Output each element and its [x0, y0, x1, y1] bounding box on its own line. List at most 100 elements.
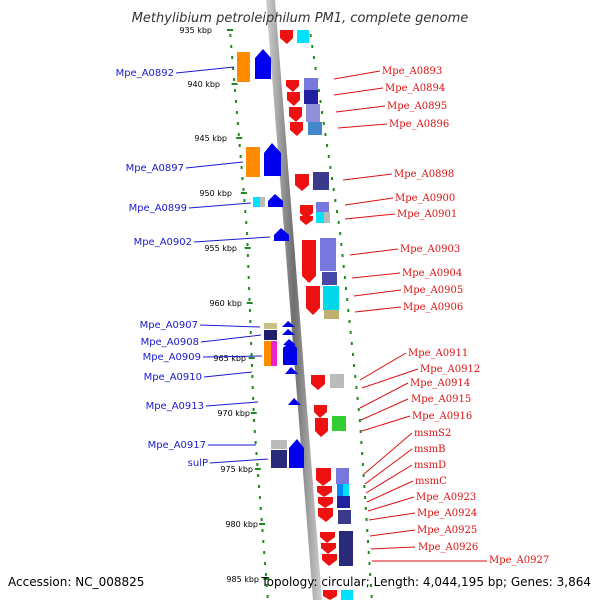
gene-label[interactable]: Mpe_A0900: [395, 193, 455, 204]
gene-block[interactable]: [337, 484, 343, 496]
gene-block[interactable]: [324, 310, 339, 319]
gene-block[interactable]: [271, 450, 287, 468]
gene-label[interactable]: Mpe_A0896: [389, 119, 449, 130]
gene-label[interactable]: Mpe_A0904: [402, 268, 462, 279]
gene-block[interactable]: [304, 90, 318, 104]
gene-label[interactable]: Mpe_A0908: [141, 337, 199, 348]
gene-block[interactable]: [339, 531, 353, 566]
gene-block[interactable]: [271, 440, 287, 449]
gene-arrow[interactable]: [286, 80, 299, 92]
gene-label[interactable]: Mpe_A0901: [397, 209, 457, 220]
gene-label[interactable]: msmB: [414, 444, 445, 455]
gene-label[interactable]: msmD: [414, 460, 446, 471]
gene-block[interactable]: [320, 238, 336, 271]
gene-block[interactable]: [343, 484, 349, 496]
gene-label[interactable]: Mpe_A0894: [385, 83, 445, 94]
gene-label[interactable]: Mpe_A0893: [382, 66, 442, 77]
gene-block[interactable]: [337, 496, 350, 508]
gene-label[interactable]: Mpe_A0926: [418, 542, 478, 553]
gene-arrow[interactable]: [282, 321, 295, 327]
gene-block[interactable]: [264, 323, 277, 329]
gene-block[interactable]: [304, 78, 318, 90]
gene-block[interactable]: [246, 147, 260, 177]
gene-label[interactable]: msmS2: [414, 428, 451, 439]
gene-block[interactable]: [323, 286, 339, 310]
gene-arrow[interactable]: [315, 418, 328, 437]
gene-label[interactable]: Mpe_A0902: [134, 237, 192, 248]
gene-label[interactable]: sulP: [188, 458, 208, 469]
gene-arrow[interactable]: [320, 532, 335, 543]
gene-label[interactable]: Mpe_A0916: [412, 411, 472, 422]
gene-label[interactable]: Mpe_A0909: [143, 352, 201, 363]
gene-arrow[interactable]: [264, 143, 281, 176]
gene-label[interactable]: msmC: [415, 476, 447, 487]
scale-label: 950 kbp: [199, 189, 232, 198]
gene-arrow[interactable]: [287, 92, 300, 106]
gene-label[interactable]: Mpe_A0923: [416, 492, 476, 503]
gene-arrow[interactable]: [321, 543, 336, 554]
gene-arrow[interactable]: [274, 228, 289, 241]
gene-arrow[interactable]: [317, 486, 332, 497]
gene-arrow[interactable]: [322, 554, 337, 566]
gene-label[interactable]: Mpe_A0906: [403, 302, 463, 313]
gene-arrow[interactable]: [282, 329, 295, 335]
gene-arrow[interactable]: [300, 205, 313, 219]
gene-label[interactable]: Mpe_A0913: [146, 401, 204, 412]
gene-arrow[interactable]: [316, 468, 331, 486]
gene-block[interactable]: [237, 52, 250, 82]
gene-label[interactable]: Mpe_A0925: [417, 525, 477, 536]
gene-arrow[interactable]: [318, 508, 333, 522]
gene-label[interactable]: Mpe_A0917: [148, 440, 206, 451]
gene-block[interactable]: [271, 341, 277, 366]
gene-label[interactable]: Mpe_A0914: [410, 378, 470, 389]
gene-label[interactable]: Mpe_A0912: [420, 364, 480, 375]
gene-arrow[interactable]: [289, 107, 302, 122]
gene-arrow[interactable]: [300, 216, 313, 225]
gene-arrow[interactable]: [290, 122, 303, 136]
gene-label[interactable]: Mpe_A0903: [400, 244, 460, 255]
gene-block[interactable]: [253, 197, 260, 207]
gene-block[interactable]: [324, 212, 330, 223]
gene-block[interactable]: [330, 374, 344, 388]
gene-block[interactable]: [306, 104, 320, 122]
gene-block[interactable]: [297, 30, 309, 43]
gene-arrow[interactable]: [314, 405, 327, 418]
gene-label[interactable]: Mpe_A0905: [403, 285, 463, 296]
gene-block[interactable]: [313, 172, 329, 190]
gene-label[interactable]: Mpe_A0897: [126, 163, 184, 174]
gene-arrow[interactable]: [285, 367, 298, 374]
gene-arrow[interactable]: [323, 590, 337, 600]
gene-arrow[interactable]: [302, 240, 316, 283]
gene-arrow[interactable]: [306, 286, 320, 315]
gene-arrow[interactable]: [283, 341, 297, 365]
gene-block[interactable]: [308, 122, 322, 135]
gene-label[interactable]: Mpe_A0915: [411, 394, 471, 405]
gene-block[interactable]: [341, 590, 353, 600]
gene-label[interactable]: Mpe_A0899: [129, 203, 187, 214]
gene-block[interactable]: [316, 202, 329, 212]
gene-label[interactable]: Mpe_A0924: [417, 508, 477, 519]
gene-label[interactable]: Mpe_A0907: [140, 320, 198, 331]
gene-arrow[interactable]: [255, 49, 271, 79]
gene-block[interactable]: [264, 341, 271, 366]
gene-arrow[interactable]: [280, 30, 293, 44]
gene-arrow[interactable]: [268, 194, 283, 207]
gene-arrow[interactable]: [311, 375, 325, 390]
gene-arrow[interactable]: [289, 439, 304, 468]
gene-block[interactable]: [338, 510, 351, 524]
gene-block[interactable]: [336, 468, 349, 484]
gene-label[interactable]: Mpe_A0911: [408, 348, 468, 359]
gene-arrow[interactable]: [295, 174, 309, 191]
gene-block[interactable]: [316, 212, 324, 223]
gene-block[interactable]: [260, 197, 265, 207]
gene-label[interactable]: Mpe_A0892: [116, 68, 174, 79]
gene-label[interactable]: Mpe_A0898: [394, 169, 454, 180]
gene-block[interactable]: [322, 272, 337, 285]
gene-block[interactable]: [264, 330, 277, 340]
gene-label[interactable]: Mpe_A0895: [387, 101, 447, 112]
gene-block[interactable]: [332, 416, 346, 431]
gene-label[interactable]: Mpe_A0927: [489, 555, 549, 566]
gene-label[interactable]: Mpe_A0910: [144, 372, 202, 383]
gene-arrow[interactable]: [318, 497, 333, 508]
gene-arrow[interactable]: [288, 398, 301, 405]
